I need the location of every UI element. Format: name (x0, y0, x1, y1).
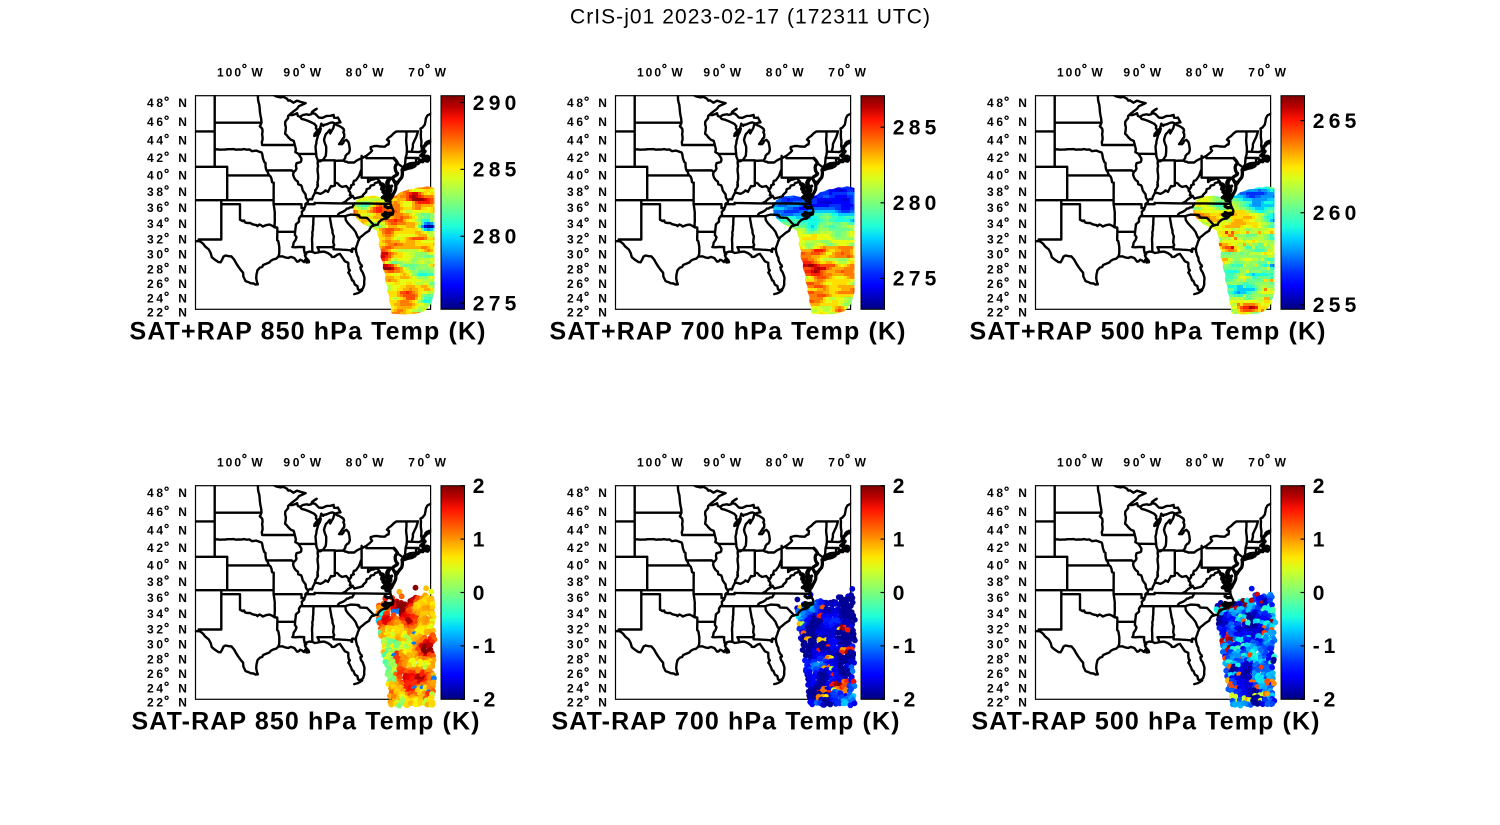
svg-text:CrIS-j01 2023-02-17 (172311 UT: CrIS-j01 2023-02-17 (172311 UTC) (570, 6, 930, 29)
svg-text:0: 0 (893, 582, 905, 605)
svg-text:0: 0 (473, 582, 485, 605)
svg-text:290: 290 (473, 92, 517, 115)
svg-text:-2: -2 (473, 689, 496, 712)
svg-text:285: 285 (473, 159, 517, 182)
svg-text:275: 275 (473, 292, 517, 315)
svg-text:SAT+RAP 500 hPa Temp (K): SAT+RAP 500 hPa Temp (K) (970, 318, 1326, 346)
svg-text:280: 280 (893, 192, 937, 215)
svg-text:2: 2 (1313, 475, 1325, 498)
svg-text:SAT+RAP 700 hPa Temp (K): SAT+RAP 700 hPa Temp (K) (550, 318, 906, 346)
svg-text:280: 280 (473, 226, 517, 249)
svg-text:-1: -1 (893, 635, 916, 658)
svg-text:275: 275 (893, 268, 937, 291)
svg-text:SAT-RAP 850 hPa Temp (K): SAT-RAP 850 hPa Temp (K) (132, 708, 480, 736)
svg-text:-1: -1 (473, 635, 496, 658)
svg-text:SAT-RAP 500 hPa Temp (K): SAT-RAP 500 hPa Temp (K) (972, 708, 1320, 736)
svg-text:0: 0 (1313, 582, 1325, 605)
svg-text:260: 260 (1313, 202, 1357, 225)
svg-text:SAT-RAP 700 hPa Temp (K): SAT-RAP 700 hPa Temp (K) (552, 708, 900, 736)
svg-text:SAT+RAP 850 hPa Temp (K): SAT+RAP 850 hPa Temp (K) (130, 318, 486, 346)
svg-text:-2: -2 (1313, 689, 1336, 712)
svg-text:1: 1 (1313, 528, 1325, 551)
svg-text:1: 1 (893, 528, 905, 551)
svg-text:2: 2 (473, 475, 485, 498)
svg-text:265: 265 (1313, 110, 1357, 133)
svg-text:-2: -2 (893, 689, 916, 712)
svg-text:1: 1 (473, 528, 485, 551)
svg-text:-1: -1 (1313, 635, 1336, 658)
svg-text:255: 255 (1313, 294, 1357, 317)
svg-text:2: 2 (893, 475, 905, 498)
svg-text:285: 285 (893, 117, 937, 140)
